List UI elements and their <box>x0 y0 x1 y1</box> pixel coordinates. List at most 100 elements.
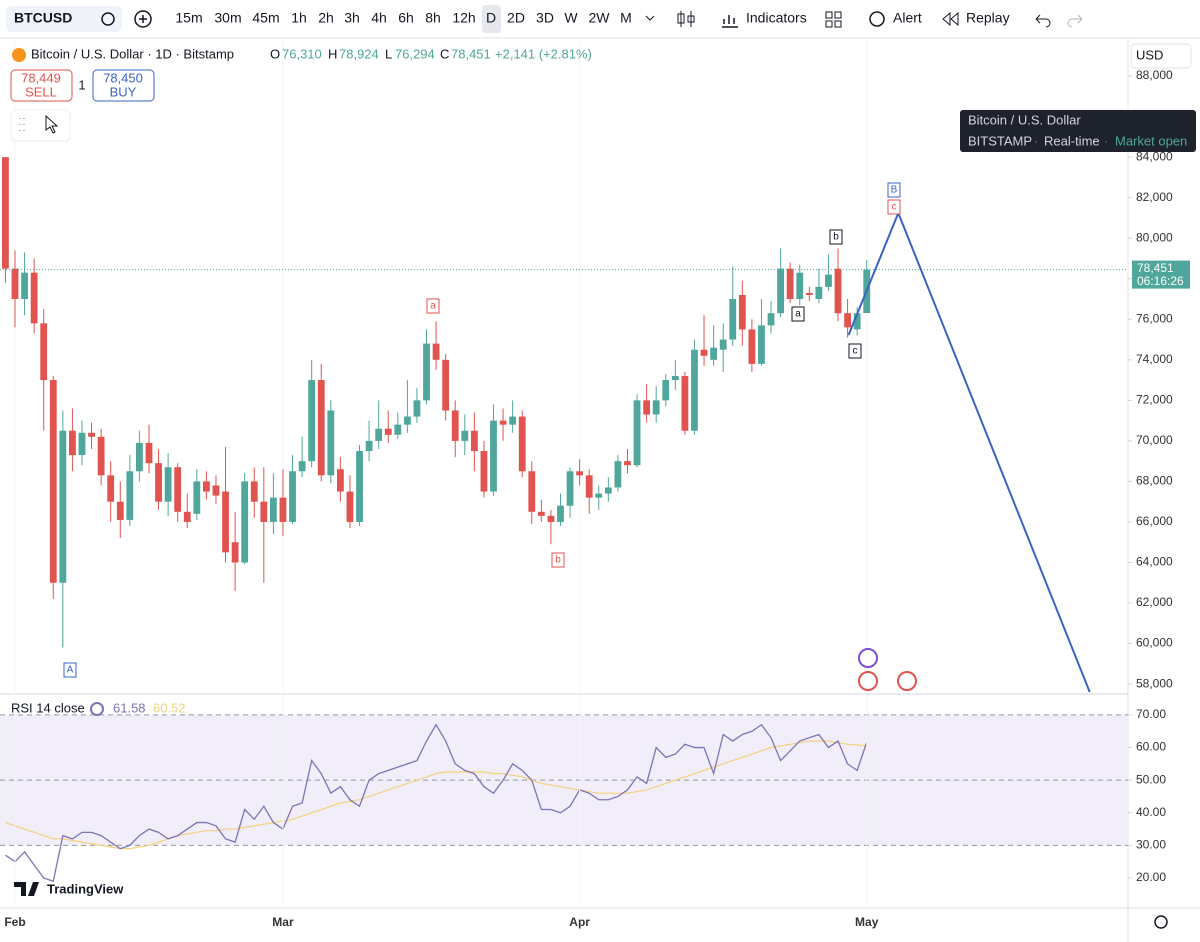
interval-button[interactable]: 4h <box>371 10 387 26</box>
interval-button[interactable]: 2D <box>507 10 525 26</box>
sell-label[interactable]: SELL <box>25 84 57 99</box>
candle-body <box>336 469 344 492</box>
candle-body <box>11 268 19 300</box>
buy-price[interactable]: 78,450 <box>103 70 143 85</box>
add-symbol[interactable] <box>134 10 152 28</box>
candle-body <box>738 294 746 330</box>
candle-body <box>624 461 631 466</box>
interval-button[interactable]: 3h <box>344 10 360 26</box>
alert-button[interactable]: Alert <box>893 10 922 26</box>
symbol-box[interactable] <box>6 6 122 32</box>
interval-dropdown[interactable] <box>645 15 655 21</box>
interval-active-bg <box>482 5 501 33</box>
interval-button[interactable]: W <box>564 10 578 26</box>
candle-body <box>844 313 851 328</box>
interval-button[interactable]: 6h <box>398 10 414 26</box>
replay-icon[interactable] <box>942 11 959 27</box>
drag-handle[interactable] <box>19 118 25 131</box>
candle-body <box>69 430 76 456</box>
rsi-ma-line <box>5 740 867 850</box>
candle-body <box>212 485 220 496</box>
cursor-tool[interactable] <box>45 114 59 134</box>
event-icon[interactable] <box>858 648 878 668</box>
tooltip-status: Market open <box>1115 133 1187 148</box>
wave-label-box <box>887 199 901 215</box>
interval-button[interactable]: 30m <box>214 10 241 26</box>
undo[interactable] <box>1035 14 1051 28</box>
interval-button[interactable]: 1h <box>291 10 307 26</box>
candle-body <box>815 286 823 300</box>
symbol[interactable]: BTCUSD <box>14 10 72 26</box>
x-tick-label: Feb <box>4 915 25 929</box>
legend-l-label: L <box>385 46 392 61</box>
rsi-tick-label: 50.00 <box>1136 772 1166 786</box>
settings[interactable] <box>1154 915 1168 929</box>
buy-label[interactable]: BUY <box>110 84 137 99</box>
candle-body <box>566 471 574 506</box>
candle-body <box>78 432 86 456</box>
symbol-icon[interactable] <box>101 12 115 26</box>
sell-button[interactable] <box>10 69 73 102</box>
candle-body <box>269 497 277 522</box>
candle-body <box>470 430 478 452</box>
interval-button[interactable]: 12h <box>452 10 475 26</box>
alert-icon[interactable] <box>869 11 885 27</box>
tooltip-name: Bitcoin / U.S. Dollar <box>968 112 1081 127</box>
candle-body <box>700 349 708 356</box>
countdown-label: 06:16:26 <box>1137 274 1184 288</box>
interval-button[interactable]: 45m <box>252 10 279 26</box>
interval-button[interactable]: 2h <box>318 10 334 26</box>
interval-button[interactable]: 2W <box>589 10 611 26</box>
layouts-icon[interactable] <box>825 11 842 28</box>
rsi-tick-label: 40.00 <box>1136 805 1166 819</box>
interval-button[interactable]: D <box>486 10 496 26</box>
currency[interactable]: USD <box>1136 47 1163 62</box>
candle-body <box>710 347 718 360</box>
candle-body <box>289 471 296 522</box>
wave-label: a <box>795 309 801 320</box>
currency-box[interactable] <box>1130 43 1192 69</box>
candle-body <box>557 505 564 522</box>
wave-label-box <box>63 662 77 678</box>
sell-price[interactable]: 78,449 <box>21 70 61 85</box>
add-symbol-plus <box>139 15 147 23</box>
candle-body <box>777 268 784 314</box>
legend-low: 76,294 <box>395 46 435 61</box>
wave-label: b <box>833 232 839 243</box>
interval-button[interactable]: 8h <box>425 10 441 26</box>
candle-body <box>116 501 124 520</box>
candle-body <box>327 410 335 476</box>
wave-label-box <box>848 343 862 359</box>
indicators-icon[interactable] <box>722 15 738 28</box>
interval-button[interactable]: M <box>620 10 632 26</box>
interval-button[interactable]: 3D <box>536 10 554 26</box>
candle-body <box>413 400 421 417</box>
rsi-ma-value: 60.52 <box>153 700 186 715</box>
candle-body <box>183 511 191 522</box>
interval-button[interactable]: 15m <box>175 10 202 26</box>
candle-body <box>174 467 182 512</box>
candle-body <box>241 481 249 563</box>
candle-body <box>585 475 593 498</box>
candle-body <box>126 471 134 520</box>
redo[interactable] <box>1067 14 1083 28</box>
candle-body <box>203 481 210 492</box>
event-icon[interactable] <box>858 671 878 691</box>
toolbar <box>0 0 1200 38</box>
candle-body <box>595 493 603 498</box>
replay-button[interactable]: Replay <box>966 10 1010 26</box>
y-tick-label: 62,000 <box>1136 595 1173 609</box>
candle-body <box>719 339 727 350</box>
candle-body <box>576 471 584 476</box>
buy-button[interactable] <box>92 69 155 102</box>
y-tick-label: 70,000 <box>1136 433 1173 447</box>
wave-label: A <box>67 665 74 676</box>
rsi-title: RSI 14 close <box>11 700 85 715</box>
candle-body <box>671 376 679 381</box>
candle-body <box>825 274 832 287</box>
event-icon[interactable] <box>897 671 917 691</box>
chart-type-icon[interactable] <box>677 11 695 27</box>
indicators-button[interactable]: Indicators <box>746 10 807 26</box>
candle-body <box>250 481 258 502</box>
candle-body <box>528 471 536 512</box>
